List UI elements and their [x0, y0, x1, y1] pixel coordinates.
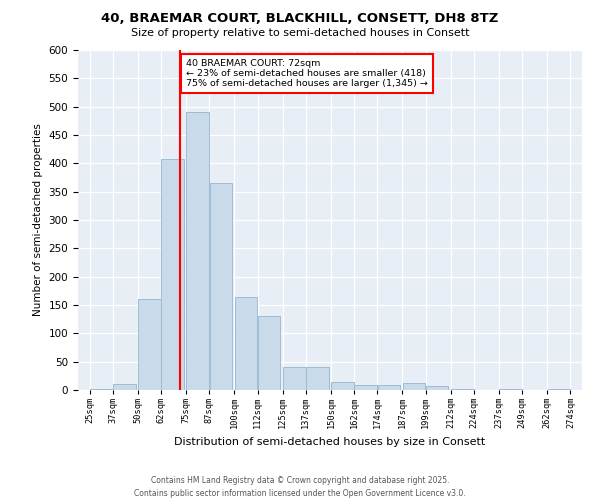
Bar [331, 382, 354, 390]
Bar [90, 389, 112, 390]
Text: Size of property relative to semi-detached houses in Consett: Size of property relative to semi-detach… [131, 28, 469, 38]
Bar [426, 386, 448, 390]
Bar [306, 368, 329, 390]
Bar [209, 183, 232, 390]
Bar [161, 159, 184, 390]
X-axis label: Distribution of semi-detached houses by size in Consett: Distribution of semi-detached houses by … [175, 437, 485, 447]
Bar [113, 384, 136, 390]
Text: 40, BRAEMAR COURT, BLACKHILL, CONSETT, DH8 8TZ: 40, BRAEMAR COURT, BLACKHILL, CONSETT, D… [101, 12, 499, 26]
Bar [403, 383, 425, 390]
Bar [283, 368, 305, 390]
Bar [499, 389, 522, 390]
Bar [138, 300, 161, 390]
Bar [187, 112, 209, 390]
Text: Contains HM Land Registry data © Crown copyright and database right 2025.
Contai: Contains HM Land Registry data © Crown c… [134, 476, 466, 498]
Bar [355, 386, 377, 390]
Bar [548, 389, 570, 390]
Bar [377, 386, 400, 390]
Bar [235, 296, 257, 390]
Bar [258, 316, 280, 390]
Text: 40 BRAEMAR COURT: 72sqm
← 23% of semi-detached houses are smaller (418)
75% of s: 40 BRAEMAR COURT: 72sqm ← 23% of semi-de… [186, 58, 428, 88]
Y-axis label: Number of semi-detached properties: Number of semi-detached properties [33, 124, 43, 316]
Bar [451, 389, 473, 390]
